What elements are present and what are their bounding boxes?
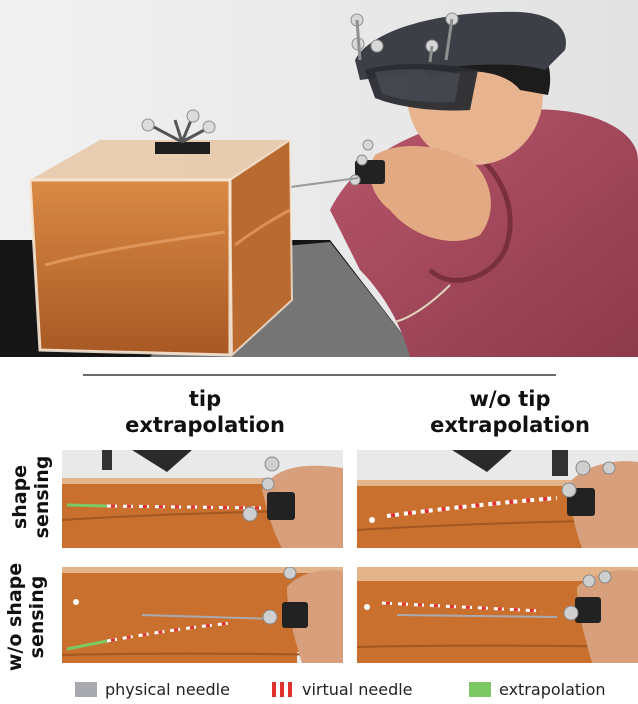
row-header-line: sensing [26,575,48,659]
legend: physical needle virtual needle extrapola… [0,678,638,700]
row-header-line: shape [9,464,31,530]
column-header-no-tip-extrapolation: w/o tip extrapolation [395,386,625,438]
row-header-line: w/o shape [4,562,26,672]
row-header-no-shape-sensing: w/o shape sensing [4,552,50,682]
legend-label: extrapolation [499,679,606,699]
panel-shape-notip [357,450,638,548]
column-header-line: tip [188,387,222,411]
column-header-tip-extrapolation: tip extrapolation [95,386,315,438]
panel-noshape-notip [357,567,638,663]
column-header-line: extrapolation [430,413,590,437]
legend-extrapolation: extrapolation [469,678,606,700]
virtual-swatch [272,681,294,697]
legend-virtual: virtual needle [272,678,413,700]
panel-noshape-tip [62,567,343,663]
row-header-shape-sensing: shape sensing [9,437,55,557]
column-header-line: extrapolation [125,413,285,437]
divider-line [83,374,556,376]
extrapolation-swatch [469,681,491,697]
panel-shape-tip [62,450,343,548]
row-header-line: sensing [31,455,53,539]
legend-physical: physical needle [75,678,230,700]
column-header-line: w/o tip [469,387,551,411]
legend-label: virtual needle [302,679,413,699]
legend-label: physical needle [105,679,230,699]
physical-swatch [75,681,97,697]
top-photo [0,0,638,357]
